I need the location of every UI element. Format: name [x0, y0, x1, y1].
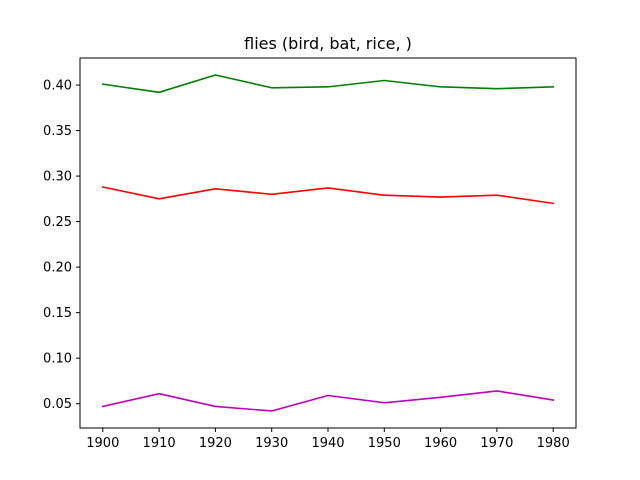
plot-area-frame — [79, 57, 577, 429]
y-tick-label: 0.40 — [43, 79, 72, 94]
x-axis: 1900 1910 1920 1930 1940 1950 1960 1970 1980 — [86, 428, 570, 451]
chart-title: flies (bird, bat, rice, ) — [244, 34, 412, 53]
x-tick-label: 1940 — [311, 436, 344, 451]
y-tick-label: 0.25 — [43, 215, 72, 230]
y-tick-label: 0.05 — [43, 397, 72, 412]
series-line-1 — [101, 74, 555, 94]
y-tick-label: 0.10 — [43, 352, 72, 367]
x-tick-label: 1930 — [255, 436, 288, 451]
x-tick-label: 1920 — [199, 436, 232, 451]
x-tick-label: 1980 — [537, 436, 570, 451]
x-tick-label: 1910 — [143, 436, 176, 451]
x-tick-label: 1900 — [86, 436, 119, 451]
y-tick-label: 0.15 — [43, 306, 72, 321]
y-tick-label: 0.20 — [43, 261, 72, 276]
series-line-2 — [101, 186, 555, 205]
x-tick-label: 1960 — [424, 436, 457, 451]
y-axis: 0.05 0.10 0.15 0.20 0.25 0.30 0.35 0.40 — [43, 79, 80, 412]
series-layer — [101, 74, 555, 412]
y-tick-label: 0.35 — [43, 124, 72, 139]
y-tick-label: 0.30 — [43, 170, 72, 185]
x-tick-label: 1950 — [368, 436, 401, 451]
series-line-3 — [101, 390, 555, 412]
x-tick-label: 1970 — [480, 436, 513, 451]
